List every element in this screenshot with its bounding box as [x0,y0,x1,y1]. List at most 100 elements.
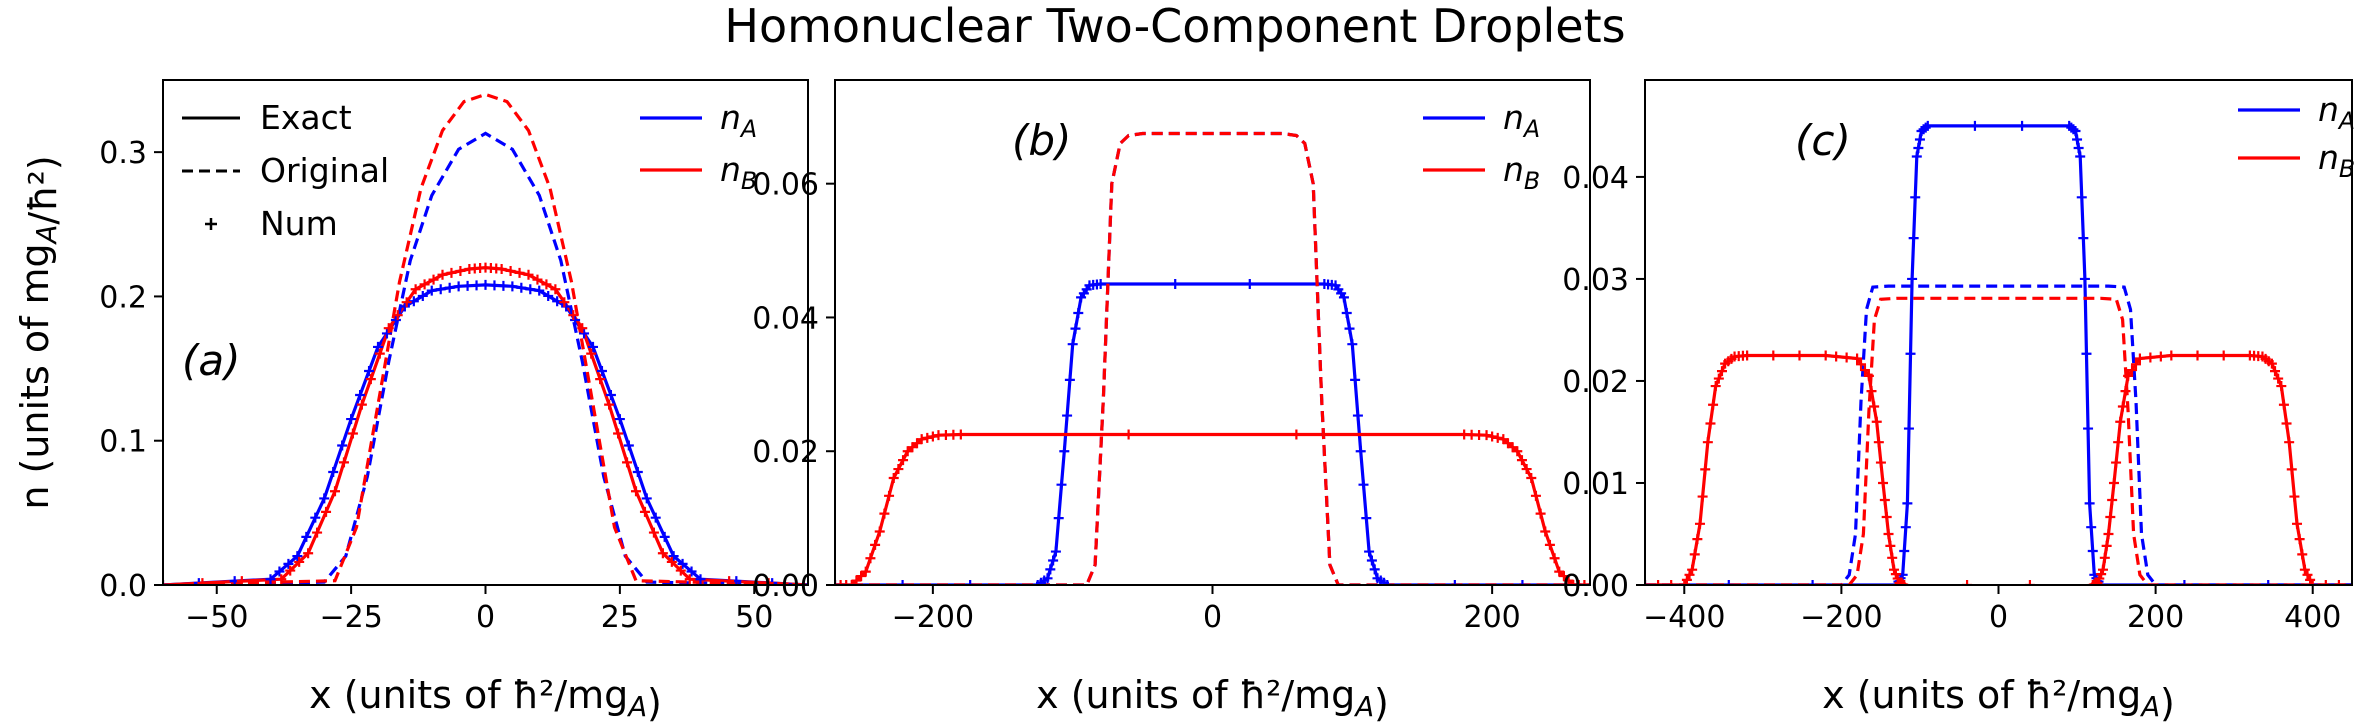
num-marker-n_B [1705,418,1716,429]
num-marker-n_B [1841,352,1852,363]
num-marker-n_A [1902,498,1913,509]
num-marker-n_A [381,328,392,339]
num-marker-n_B [841,580,852,585]
num-marker-n_B [541,279,552,290]
num-marker-n_A [543,290,554,301]
num-marker-n_B [1544,539,1555,550]
num-marker-n_B [1689,549,1700,560]
num-marker-n_B [197,578,208,585]
num-marker-n_A [965,580,976,585]
num-marker-n_A [570,314,581,325]
num-marker-n_B [1879,494,1890,505]
num-marker-n_B [1563,575,1574,585]
num-marker-n_B [622,457,633,468]
num-marker-n_B [639,506,650,517]
num-marker-n_A [292,551,303,562]
num-marker-n_B [2120,386,2131,397]
num-marker-n_A [1907,273,1918,284]
num-marker-n_A [1355,446,1366,457]
num-marker-n_B [2123,370,2134,381]
num-marker-n_A [1517,580,1528,585]
legend-series: nA nB [640,98,757,195]
num-marker-n_B [1554,566,1565,577]
x-tick-label: −25 [319,600,382,635]
num-marker-n_B [1487,431,1498,442]
num-marker-n_A [588,341,598,352]
panel-letter: (b) [1012,116,1071,165]
axes-frame [834,79,1591,586]
num-marker-n_A [1048,555,1059,566]
num-marker-n_B [586,348,597,359]
num-marker-n_B [922,432,933,443]
num-marker-n_B [1526,472,1537,483]
legend-label-n_B: nB [1503,150,1540,195]
num-marker-n_A [2086,522,2097,533]
num-marker-n_A [623,440,634,451]
num-marker-n_A [301,531,312,542]
num-marker-n_B [835,580,846,585]
num-marker-n_A [2179,580,2190,585]
num-marker-n_B [455,265,466,276]
num-marker-n_A [1170,279,1181,290]
num-marker-n_B [2294,534,2305,545]
num-marker-n_A [1449,580,1460,585]
num-marker-n_B [285,565,296,576]
num-marker-n_B [1530,490,1541,501]
num-marker-n_A [686,566,697,577]
num-marker-n_A [1347,339,1358,350]
num-marker-n_B [1873,437,1884,448]
num-marker-n_B [1653,580,1664,585]
num-marker-n_B [1710,381,1721,392]
num-marker-n_B [955,429,966,440]
num-marker-n_A [462,280,473,291]
num-marker-n_B [2305,574,2316,585]
num-marker-n_A [1059,446,1070,457]
legend-label: Num [260,204,338,243]
num-marker-n_B [1708,399,1719,410]
num-marker-n_B [410,284,421,295]
num-marker-n_B [2117,401,2128,412]
num-marker-n_A [390,314,401,325]
num-marker-n_B [595,374,606,385]
figure-title: Homonuclear Two-Component Droplets [724,0,1625,53]
num-marker-n_B [2297,549,2308,560]
num-marker-n_B [401,297,412,308]
y-tick-label: 0.2 [99,280,147,315]
num-marker-n_A [1344,323,1355,334]
num-marker-n_B [2107,494,2118,505]
legend-label-n_B: nB [720,150,757,195]
num-marker-n_A [596,365,607,376]
num-marker-n_B [2111,457,2122,468]
num-marker-n_B [1512,446,1523,457]
num-marker-n_B [2099,552,2110,563]
num-marker-n_B [1881,511,1892,522]
num-marker-n_B [1899,580,1910,585]
num-marker-n_A [516,282,527,293]
x-tick-label: 25 [601,600,639,635]
num-marker-n_B [870,539,881,550]
num-marker-n_A [2078,233,2089,244]
num-marker-n_B [550,284,561,295]
legend-label-n_B: nB [2318,138,2355,183]
panels: −50 −25 0 25 50 0.0 0.1 0.2 0.3 x (units of ħ²/mg… [13,79,2355,724]
y-tick-label: 0.04 [752,301,819,336]
num-marker-n_B [1866,386,1877,397]
x-tick-label: −400 [1643,600,1725,635]
num-marker-n_A [650,512,661,523]
num-marker-n_B [2292,518,2303,529]
num-marker-n_B [666,556,677,567]
y-tick-label: 0.02 [752,435,819,470]
x-tick-label: 200 [2127,600,2184,635]
num-marker-n_A [2083,423,2094,434]
num-marker-n_A [1050,546,1061,557]
original-line-n_A [835,131,1590,585]
num-marker-n_B [514,267,525,278]
num-marker-n_B [657,548,668,559]
panel-letter: (c) [1795,116,1851,165]
num-marker-n_B [1863,370,1874,381]
y-tick-label: 0.3 [99,136,147,171]
num-marker-n_A [659,531,670,542]
num-marker-n_A [1908,233,1919,244]
num-marker-n_B [879,508,890,519]
num-marker-n_A [1911,151,1922,162]
